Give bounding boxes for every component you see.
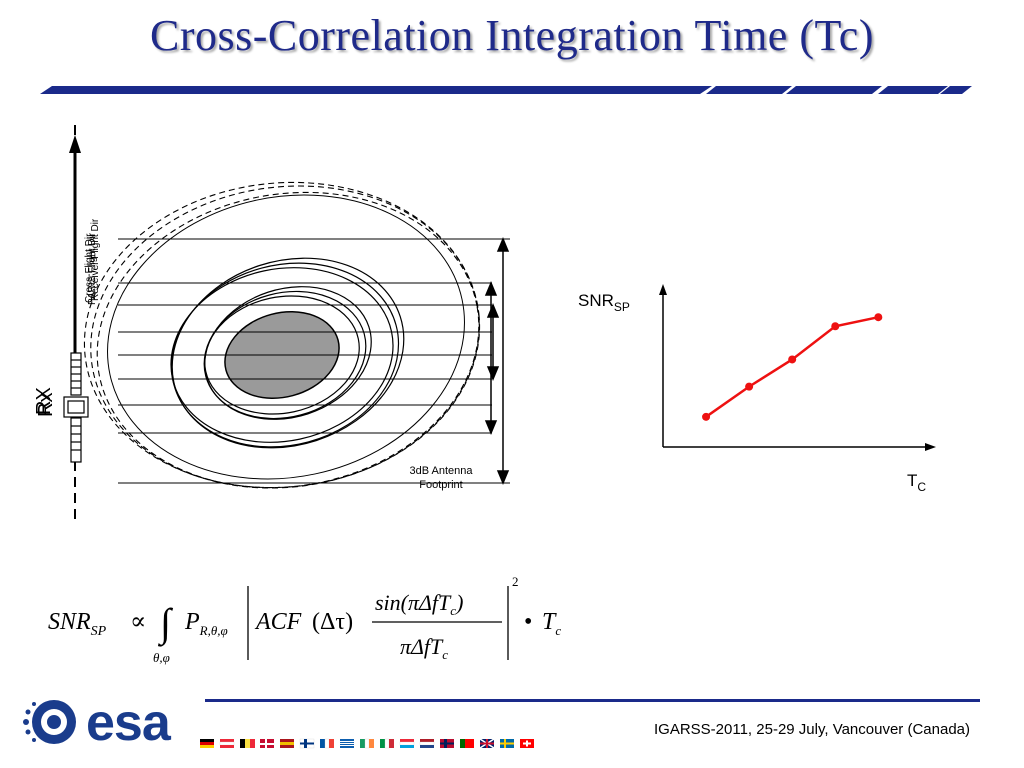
- eq-tail-main: T: [542, 609, 557, 635]
- y-label-sub: SP: [614, 300, 630, 314]
- eq-lhs-main: SNR: [48, 609, 91, 635]
- footer-rule: [205, 699, 980, 702]
- svg-text:TC: TC: [907, 471, 926, 494]
- eq-tail-sub: c: [555, 623, 561, 638]
- title-underline: [40, 86, 972, 94]
- snr-point-3: [788, 355, 797, 364]
- eq-integral-sub: θ,φ: [153, 650, 170, 665]
- snr-point-4: [831, 322, 840, 331]
- eq-numerator-close: ): [454, 590, 463, 615]
- eq-denominator-sub: c: [442, 647, 448, 662]
- page-title: Cross-Correlation Integration Time (Tc): [150, 11, 874, 60]
- footprint-label-line1: 3dB Antenna: [409, 465, 473, 477]
- x-label-main: T: [907, 471, 917, 490]
- esa-logo-icon: [23, 700, 76, 744]
- flight-dir-label-1: PARIS Flight Dir: [87, 232, 98, 305]
- eq-numerator: sin(πΔfT: [375, 590, 452, 615]
- esa-logo-text: esa: [86, 694, 171, 752]
- member-flags: [200, 738, 534, 749]
- snr-equation: SNRSP ∝ ∫ θ,φ PR,θ,φ ACF (Δτ) sin(πΔfTc)…: [48, 574, 561, 665]
- satellite-icon: [63, 352, 89, 463]
- snr-point-1: [702, 412, 711, 421]
- eq-bullet: •: [524, 609, 532, 635]
- snr-plot: SNRSP TC: [578, 284, 936, 494]
- eq-denominator: πΔfT: [400, 634, 444, 659]
- svg-text:SNRSP: SNRSP: [48, 609, 107, 639]
- snr-point-5: [874, 313, 883, 322]
- eq-numerator-sub: c: [450, 603, 456, 618]
- snr-series: [702, 313, 883, 421]
- flight-dir-label-3: Receiver Flight Dir: [90, 218, 101, 301]
- footer-citation: IGARSS-2011, 25-29 July, Vancouver (Cana…: [654, 721, 970, 738]
- footprint-diagram: PARIS Flight Dir Cross-Flight Dir Receiv…: [33, 125, 510, 520]
- footprint-label-line2: Footprint: [419, 479, 462, 491]
- snr-point-2: [745, 382, 754, 391]
- flight-dir-labels: PARIS Flight Dir Cross-Flight Dir Receiv…: [84, 218, 101, 305]
- rx-label-2: RX: [33, 387, 55, 415]
- snr-line: [705, 315, 879, 418]
- svg-text:SNRSP: SNRSP: [578, 291, 630, 314]
- eq-lhs-sub: SP: [91, 624, 107, 639]
- x-label-sub: C: [917, 480, 926, 494]
- svg-text:Tc: Tc: [542, 609, 561, 638]
- svg-text:PR,θ,φ: PR,θ,φ: [184, 609, 228, 638]
- svg-text:sin(πΔfTc): sin(πΔfTc): [375, 590, 463, 618]
- eq-acf: ACF: [254, 609, 302, 635]
- svg-text:πΔfTc: πΔfTc: [400, 634, 448, 662]
- eq-p-sub: R,θ,φ: [199, 623, 228, 638]
- eq-p-main: P: [184, 609, 200, 635]
- rx-label: Rx: [35, 393, 57, 417]
- y-label-main: SNR: [578, 291, 614, 310]
- eq-integral: ∫: [157, 600, 174, 647]
- eq-proportional: ∝: [130, 609, 146, 635]
- eq-acf-arg: (Δτ): [312, 609, 353, 635]
- eq-exponent: 2: [512, 574, 519, 589]
- flight-dir-label-2: Cross-Flight Dir: [84, 233, 95, 303]
